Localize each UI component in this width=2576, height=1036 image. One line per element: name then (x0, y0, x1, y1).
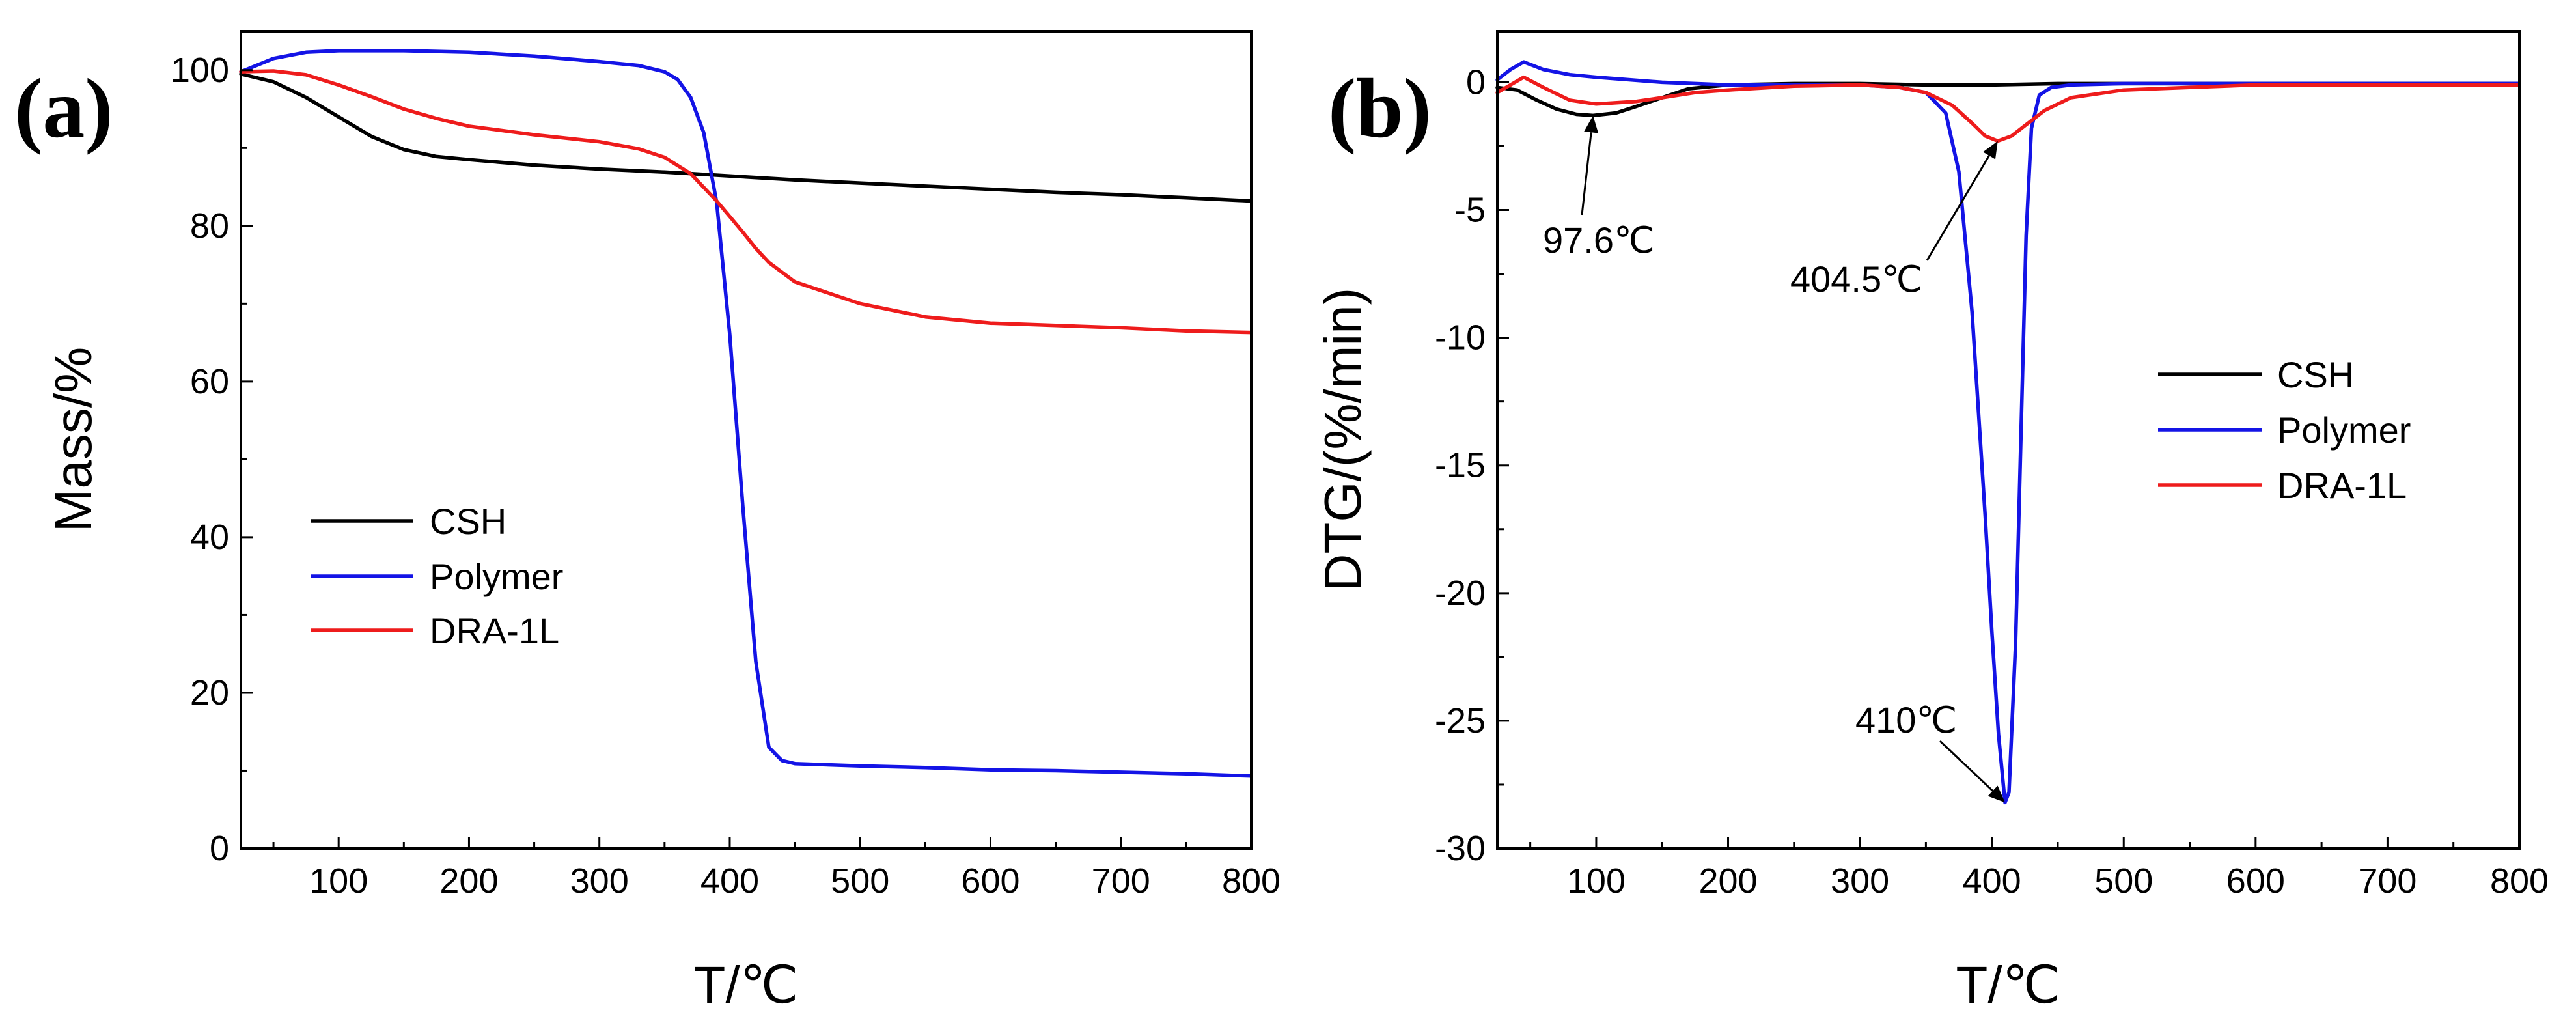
panel-a-y-axis-title: Mass/% (44, 347, 102, 533)
panel-a-y-tick-label: 0 (210, 829, 229, 868)
panel-a-series-polymer (239, 49, 1253, 778)
panel-b-annotations: 97.6℃ 404.5℃ 410℃ (1543, 115, 2005, 803)
panel-b-x-tick-label: 100 (1567, 861, 1626, 901)
legend-b-polymer-label: Polymer (2277, 410, 2411, 451)
panel-a-series-csh (239, 72, 1253, 203)
panel-b-x-tick-label: 300 (1831, 861, 1889, 901)
panel-a-x-tick-label: 300 (570, 861, 629, 901)
legend-b-dra-label: DRA-1L (2277, 465, 2407, 506)
legend-b-csh-label: CSH (2277, 354, 2354, 395)
panel-b-x-tick-label: 700 (2358, 861, 2417, 901)
panel-b-series (1495, 60, 2521, 805)
annotation-410-arrow (1939, 740, 1994, 792)
panel-a-x-tick-label: 500 (831, 861, 889, 901)
annotation-97-6-arrow (1581, 132, 1592, 216)
panel-a-y-tick-label: 60 (190, 362, 229, 401)
panel-a-x-tick-label: 100 (309, 861, 368, 901)
panel-a-y-tick-label: 20 (190, 673, 229, 712)
panel-a-x-tick-label: 800 (1222, 861, 1281, 901)
panel-b-x-tick-label: 500 (2094, 861, 2153, 901)
panel-b-y-axis-title: DTG/(%/min) (1314, 288, 1372, 592)
panel-b-y-tick-label: -10 (1435, 318, 1486, 357)
panel-a-label: (a) (14, 62, 113, 156)
panel-a-y-tick-label: 40 (190, 518, 229, 557)
panel-b-x-tick-label: 200 (1698, 861, 1757, 901)
annotation-410-arrowhead (1987, 785, 2005, 803)
panel-a-x-tick-label: 700 (1092, 861, 1150, 901)
panel-a-plot-frame (240, 30, 1253, 850)
annotation-97-6-label: 97.6℃ (1543, 219, 1655, 260)
panel-b-series-polymer (1495, 60, 2521, 805)
panel-b-y-tick-label: -30 (1435, 829, 1486, 868)
annotation-410-label: 410℃ (1855, 699, 1957, 740)
panel-a-y-tick-label: 80 (190, 206, 229, 245)
panel-a-series (239, 49, 1253, 778)
legend-a-polymer-label: Polymer (430, 556, 563, 597)
panel-b-y-tick-label: -20 (1435, 574, 1486, 613)
panel-b-label: (b) (1328, 62, 1432, 156)
panel-a-series-dra-1l (239, 69, 1253, 335)
panel-b-ticks: 100 200 300 400 500 600 700 800 0 -5 -10 -15 -20 -25 -… (1435, 63, 2549, 901)
panel-b-x-axis-title: T/℃ (1956, 956, 2061, 1014)
annotation-404-5-label: 404.5℃ (1790, 259, 1922, 300)
annotation-404-5-arrow (1926, 155, 1990, 261)
panel-a-x-tick-label: 600 (961, 861, 1019, 901)
panel-a-ticks: 100 200 300 400 500 600 700 800 0 20 40 60 80 100 (171, 51, 1281, 901)
panel-a-x-axis-title: T/℃ (694, 956, 799, 1014)
panel-b-x-tick-label: 800 (2490, 861, 2549, 901)
legend-a-dra-label: DRA-1L (430, 610, 559, 651)
panel-a-x-tick-label: 200 (439, 861, 498, 901)
panel-a-mass-chart: (a) 100 200 300 400 500 600 700 800020406080100… (14, 30, 1281, 1014)
panel-a-y-tick-label: 100 (171, 51, 229, 90)
panel-b-x-tick-label: 600 (2226, 861, 2285, 901)
panel-b-y-tick-label: -5 (1454, 191, 1486, 230)
panel-b-plot-frame (1496, 30, 2521, 850)
annotation-97-6-arrowhead (1584, 115, 1599, 133)
panel-a-legend: CSH Polymer DRA-1L (311, 501, 563, 651)
panel-a-x-tick-label: 400 (700, 861, 759, 901)
legend-a-csh-label: CSH (430, 501, 506, 542)
annotation-404-5-arrowhead (1983, 141, 1998, 160)
panel-b-legend: CSH Polymer DRA-1L (2158, 354, 2411, 506)
panel-b-dtg-chart: (b) 100 200 300 400 500 600 700 800 0 -5 -10 -15 -20… (1314, 30, 2549, 1014)
panel-b-y-tick-label: -15 (1435, 446, 1486, 485)
panel-b-x-tick-label: 400 (1963, 861, 2021, 901)
panel-b-y-tick-label: -25 (1435, 701, 1486, 740)
panel-b-y-tick-label: 0 (1466, 63, 1486, 102)
panel-b-series-dra-1l (1495, 75, 2521, 143)
